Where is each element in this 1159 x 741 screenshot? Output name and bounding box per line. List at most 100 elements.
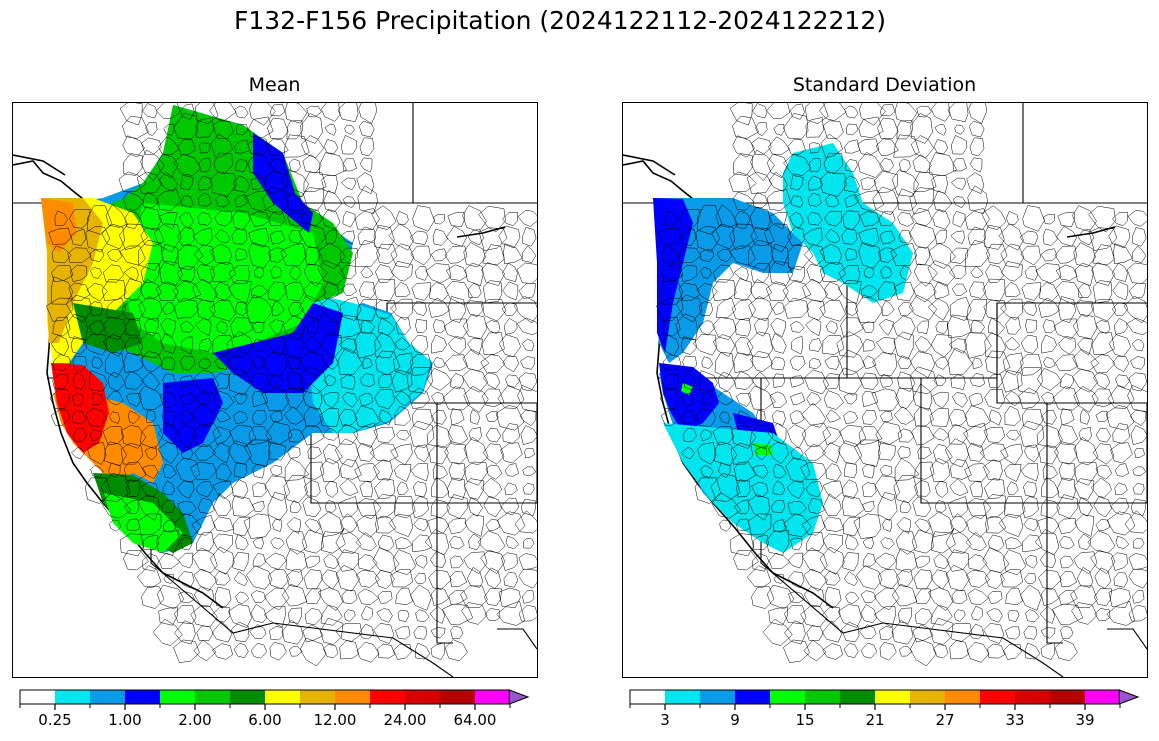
basin-outline [954, 609, 966, 622]
basin-outline [964, 463, 990, 482]
basin-outline [253, 266, 265, 279]
basin-outline [304, 480, 321, 497]
basin-outline [909, 637, 937, 667]
basin-outline [353, 422, 378, 448]
basin-outline [891, 169, 919, 197]
basin-outline [748, 385, 776, 410]
basin-outline [285, 530, 308, 555]
basin-outline [449, 535, 465, 550]
basin-outline [485, 519, 501, 531]
basin-outline [871, 388, 900, 412]
basin-outline [1039, 444, 1059, 465]
basin-outline [823, 152, 843, 175]
basin-outline [263, 605, 286, 628]
basin-outline [697, 205, 722, 235]
basin-outline [429, 444, 449, 465]
basin-outline [269, 642, 287, 661]
basin-outline [504, 482, 518, 496]
basin-outline [766, 153, 789, 179]
basin-outline [1060, 408, 1075, 426]
basin-outline [950, 513, 968, 535]
basin-outline [1072, 368, 1098, 393]
mean-colorbar-swatch [125, 690, 161, 704]
basin-outline [123, 352, 144, 373]
basin-outline [447, 518, 467, 535]
mean-colorbar-swatch [195, 690, 231, 704]
basin-outline [746, 171, 772, 195]
basin-outline [302, 624, 324, 643]
stddev-colorbar-swatch [735, 690, 771, 704]
basin-outline [68, 282, 91, 301]
basin-outline [948, 264, 967, 280]
basin-outline [897, 355, 912, 370]
basin-outline [88, 320, 106, 336]
basin-outline [933, 281, 950, 300]
basin-outline [118, 171, 147, 193]
basin-outline [156, 189, 181, 211]
basin-outline [233, 516, 251, 537]
basin-outline [286, 188, 307, 212]
stddev-colorbar-swatch [770, 690, 806, 704]
basin-outline [252, 464, 265, 479]
basin-outline [322, 444, 343, 465]
basin-outline [214, 586, 232, 607]
basin-outline [344, 124, 355, 135]
basin-outline [321, 531, 346, 554]
basin-outline [1123, 295, 1147, 324]
basin-outline [968, 103, 988, 124]
basin-outline [931, 175, 948, 194]
mean-precip-regions [41, 105, 433, 553]
basin-outline [1105, 405, 1135, 431]
basin-outline [710, 473, 741, 502]
basin-outline [748, 513, 772, 536]
basin-outline [966, 515, 989, 538]
basin-outline [520, 356, 536, 370]
basin-outline [842, 210, 861, 231]
basin-outline [235, 591, 250, 605]
basin-outline [893, 475, 918, 504]
basin-outline [195, 117, 214, 138]
basin-outline [764, 223, 792, 253]
basin-outline [253, 355, 267, 369]
basin-outline [891, 583, 917, 607]
basin-outline [762, 618, 793, 646]
basin-outline [105, 204, 128, 228]
basin-outline [195, 317, 212, 337]
basin-outline [752, 103, 768, 119]
basin-outline [874, 475, 901, 502]
basin-outline [212, 607, 231, 623]
basin-outline [807, 192, 822, 207]
basin-outline [245, 294, 274, 324]
basin-outline [300, 113, 323, 144]
basin-outline [790, 392, 806, 406]
basin-outline [467, 228, 485, 246]
basin-outline [790, 195, 804, 208]
basin-outline [860, 590, 877, 603]
basin-outline [843, 642, 859, 658]
basin-outline [209, 546, 235, 575]
basin-outline [837, 604, 862, 628]
basin-outline [1039, 550, 1056, 569]
basin-outline [676, 294, 703, 323]
basin-outline [1019, 420, 1045, 448]
basin-outline [337, 423, 359, 445]
basin-outline [521, 338, 535, 352]
basin-outline [966, 498, 992, 520]
basin-outline [1074, 514, 1095, 537]
basin-outline [514, 510, 537, 534]
basin-outline [141, 553, 160, 572]
basin-outline [193, 568, 218, 592]
basin-outline [432, 228, 448, 246]
basin-outline [747, 494, 770, 521]
basin-outline [378, 317, 395, 336]
basin-outline [320, 604, 343, 626]
basin-outline [335, 527, 362, 554]
basin-outline [950, 135, 968, 155]
basin-outline [1092, 372, 1111, 390]
basin-outline [1005, 626, 1021, 640]
basin-outline [173, 639, 200, 663]
basin-outline [914, 608, 934, 626]
basin-outline [196, 264, 216, 284]
basin-outline [951, 283, 967, 296]
basin-outline [1006, 430, 1020, 441]
